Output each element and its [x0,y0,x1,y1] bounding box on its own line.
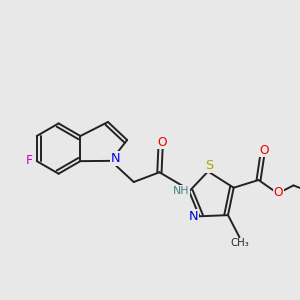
Text: O: O [259,143,268,157]
Text: CH₃: CH₃ [231,238,249,248]
Text: F: F [25,154,32,167]
Text: S: S [205,159,213,172]
Text: N: N [111,152,121,165]
Text: O: O [158,136,167,148]
Text: O: O [274,186,283,200]
Text: NH: NH [172,186,189,196]
Text: N: N [188,210,198,223]
